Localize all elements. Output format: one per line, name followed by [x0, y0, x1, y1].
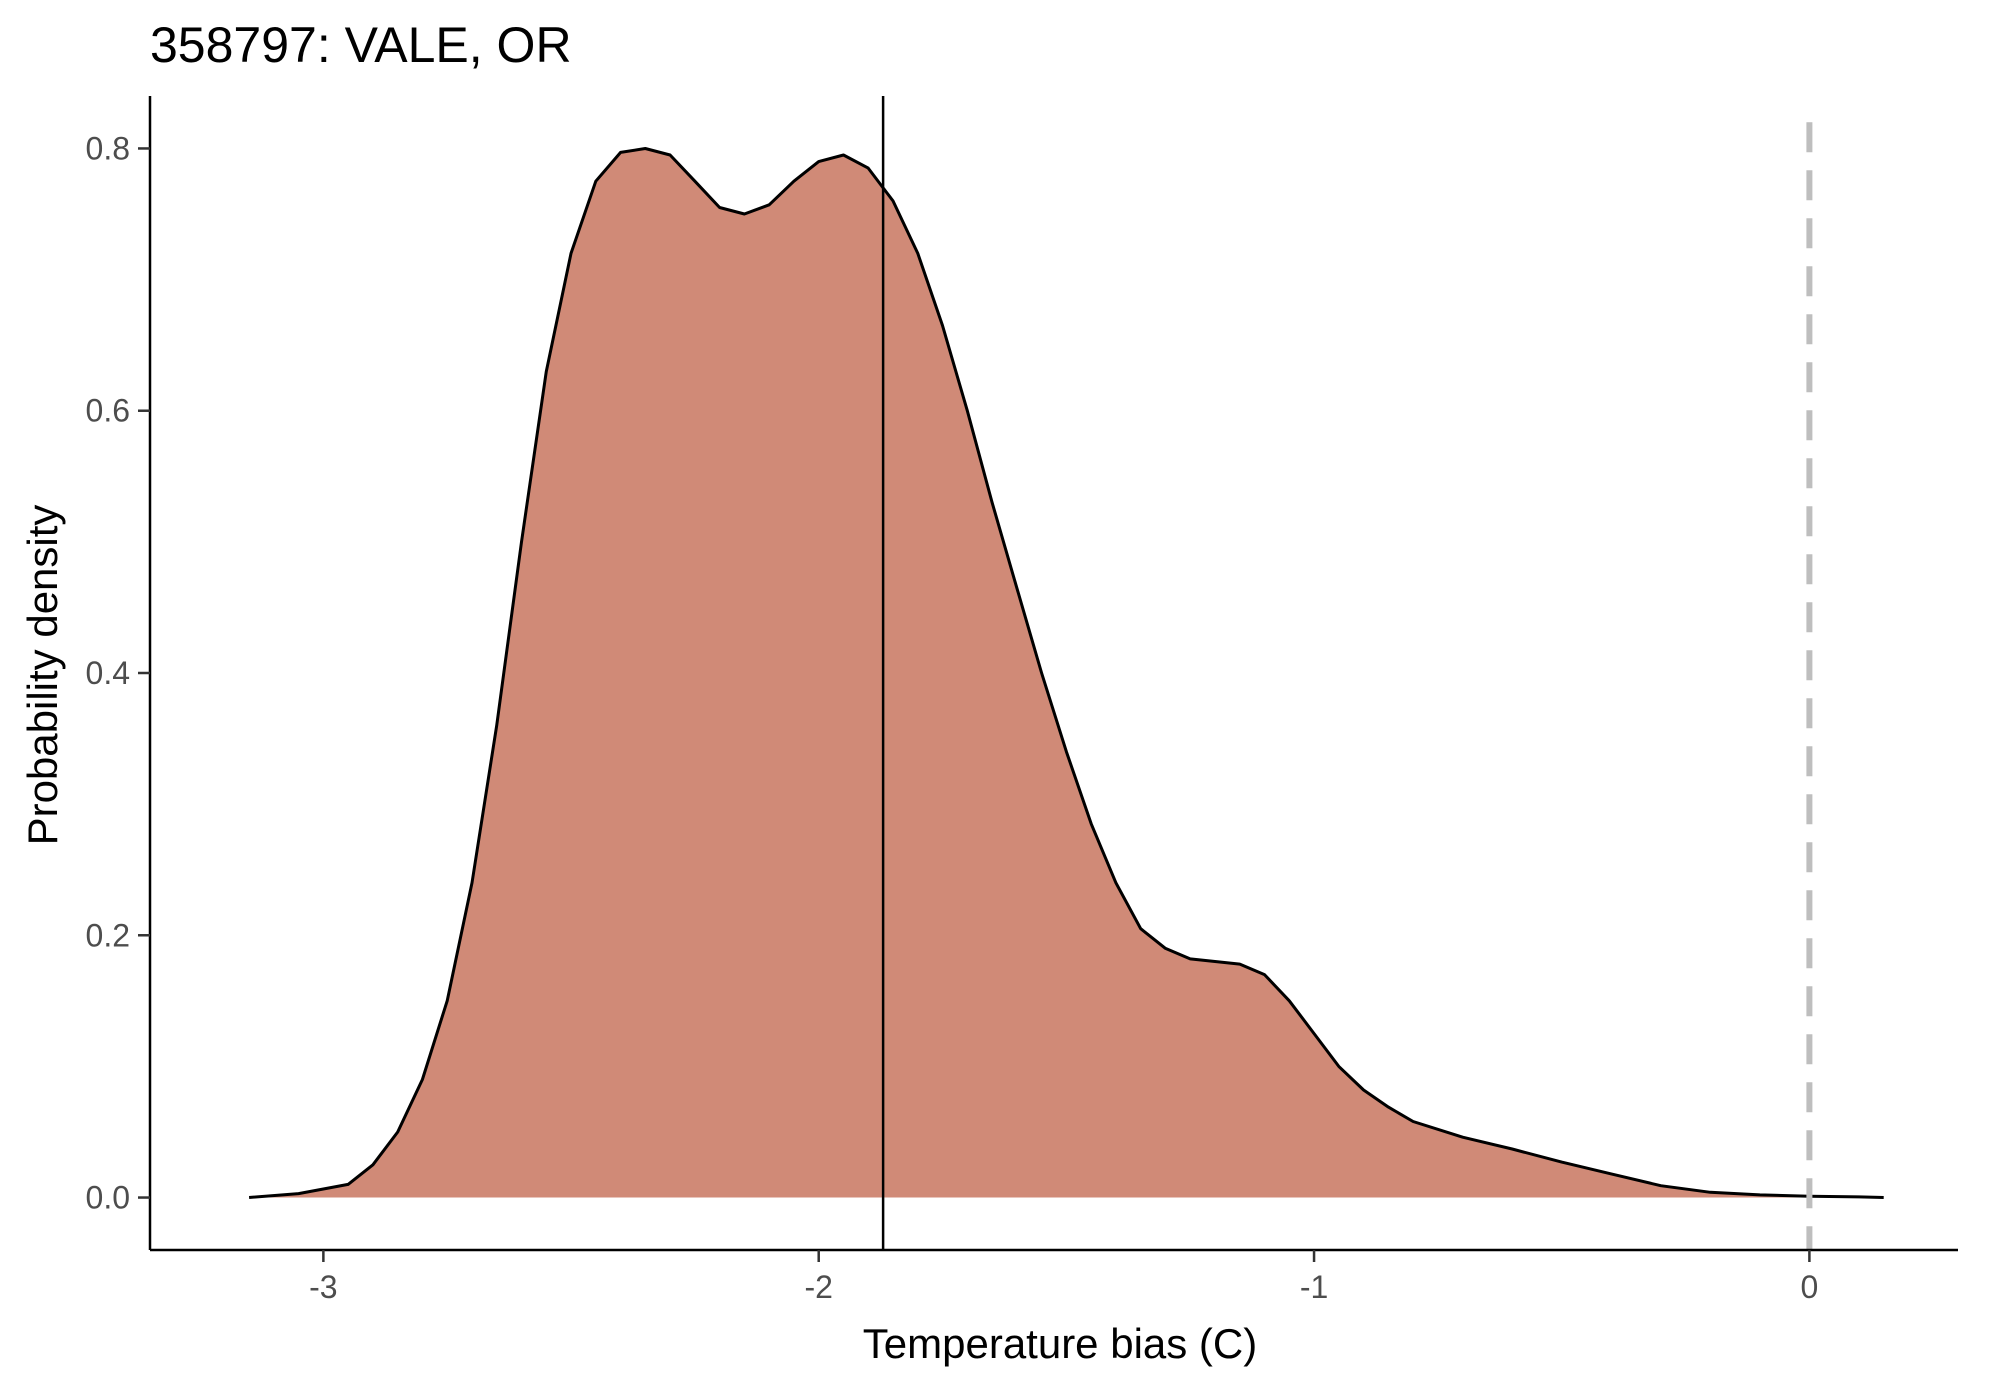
x-tick-label: -1: [1300, 1269, 1328, 1305]
y-tick-label: 0.6: [86, 393, 130, 429]
x-tick-label: -2: [804, 1269, 832, 1305]
y-tick-label: 0.2: [86, 917, 130, 953]
y-axis-title: Probability density: [19, 505, 66, 846]
x-tick-label: -3: [309, 1269, 337, 1305]
y-tick-label: 0.4: [86, 655, 130, 691]
x-tick-label: 0: [1800, 1269, 1818, 1305]
plot-area: -3 -2 -1 0 0.0 0.2 0.4 0.6 0.8: [86, 96, 1958, 1305]
density-curve: [248, 147, 1884, 1199]
y-tick-label: 0.8: [86, 130, 130, 166]
chart-title: 358797: VALE, OR: [150, 17, 572, 73]
x-axis-title: Temperature bias (C): [863, 1320, 1257, 1367]
y-tick-label: 0.0: [86, 1180, 130, 1216]
density-fill: [249, 148, 1884, 1198]
